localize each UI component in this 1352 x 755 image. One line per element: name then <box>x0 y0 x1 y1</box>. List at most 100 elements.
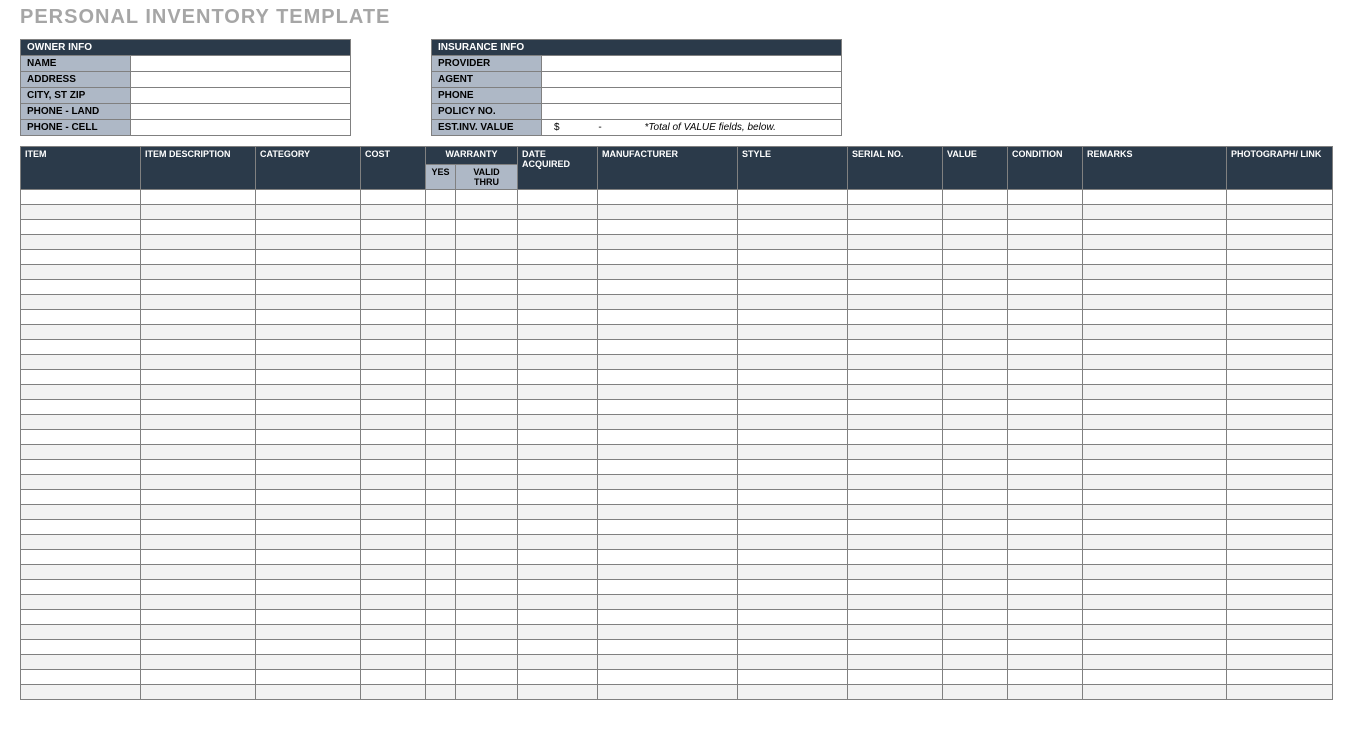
cell-w_yes[interactable] <box>426 190 456 205</box>
cell-remarks[interactable] <box>1083 445 1227 460</box>
cell-mfr[interactable] <box>598 580 738 595</box>
cell-w_thru[interactable] <box>456 265 518 280</box>
cell-mfr[interactable] <box>598 250 738 265</box>
cell-style[interactable] <box>738 640 848 655</box>
cell-remarks[interactable] <box>1083 685 1227 700</box>
cell-item[interactable] <box>21 490 141 505</box>
cell-date[interactable] <box>518 520 598 535</box>
cell-value[interactable] <box>943 565 1008 580</box>
cell-category[interactable] <box>256 625 361 640</box>
cell-date[interactable] <box>518 610 598 625</box>
cell-w_yes[interactable] <box>426 490 456 505</box>
cell-item[interactable] <box>21 550 141 565</box>
cell-photo[interactable] <box>1227 190 1333 205</box>
cell-photo[interactable] <box>1227 475 1333 490</box>
cell-style[interactable] <box>738 235 848 250</box>
cell-item[interactable] <box>21 520 141 535</box>
cell-cost[interactable] <box>361 385 426 400</box>
cell-desc[interactable] <box>141 370 256 385</box>
cell-desc[interactable] <box>141 400 256 415</box>
cell-serial[interactable] <box>848 565 943 580</box>
cell-photo[interactable] <box>1227 295 1333 310</box>
cell-cost[interactable] <box>361 280 426 295</box>
cell-item[interactable] <box>21 400 141 415</box>
cell-condition[interactable] <box>1008 550 1083 565</box>
cell-photo[interactable] <box>1227 430 1333 445</box>
cell-desc[interactable] <box>141 520 256 535</box>
cell-serial[interactable] <box>848 430 943 445</box>
cell-remarks[interactable] <box>1083 415 1227 430</box>
cell-category[interactable] <box>256 460 361 475</box>
cell-category[interactable] <box>256 595 361 610</box>
cell-photo[interactable] <box>1227 505 1333 520</box>
cell-date[interactable] <box>518 370 598 385</box>
cell-item[interactable] <box>21 595 141 610</box>
cell-mfr[interactable] <box>598 400 738 415</box>
cell-serial[interactable] <box>848 310 943 325</box>
cell-style[interactable] <box>738 685 848 700</box>
cell-w_yes[interactable] <box>426 610 456 625</box>
cell-w_yes[interactable] <box>426 400 456 415</box>
owner-value-input[interactable] <box>131 120 351 136</box>
insurance-value-input[interactable] <box>542 88 842 104</box>
cell-desc[interactable] <box>141 205 256 220</box>
cell-value[interactable] <box>943 190 1008 205</box>
cell-desc[interactable] <box>141 310 256 325</box>
cell-style[interactable] <box>738 505 848 520</box>
cell-value[interactable] <box>943 640 1008 655</box>
cell-w_thru[interactable] <box>456 325 518 340</box>
cell-style[interactable] <box>738 595 848 610</box>
cell-item[interactable] <box>21 625 141 640</box>
cell-category[interactable] <box>256 205 361 220</box>
cell-style[interactable] <box>738 340 848 355</box>
cell-condition[interactable] <box>1008 640 1083 655</box>
cell-mfr[interactable] <box>598 550 738 565</box>
cell-cost[interactable] <box>361 685 426 700</box>
cell-w_thru[interactable] <box>456 280 518 295</box>
cell-date[interactable] <box>518 625 598 640</box>
cell-cost[interactable] <box>361 640 426 655</box>
cell-serial[interactable] <box>848 505 943 520</box>
cell-condition[interactable] <box>1008 220 1083 235</box>
cell-cost[interactable] <box>361 610 426 625</box>
cell-remarks[interactable] <box>1083 475 1227 490</box>
cell-serial[interactable] <box>848 445 943 460</box>
cell-value[interactable] <box>943 460 1008 475</box>
cell-style[interactable] <box>738 475 848 490</box>
cell-remarks[interactable] <box>1083 325 1227 340</box>
cell-desc[interactable] <box>141 415 256 430</box>
cell-w_thru[interactable] <box>456 475 518 490</box>
cell-style[interactable] <box>738 430 848 445</box>
cell-w_yes[interactable] <box>426 550 456 565</box>
cell-remarks[interactable] <box>1083 490 1227 505</box>
cell-item[interactable] <box>21 265 141 280</box>
cell-category[interactable] <box>256 685 361 700</box>
cell-w_thru[interactable] <box>456 610 518 625</box>
cell-date[interactable] <box>518 490 598 505</box>
cell-serial[interactable] <box>848 325 943 340</box>
cell-serial[interactable] <box>848 655 943 670</box>
cell-mfr[interactable] <box>598 475 738 490</box>
cell-date[interactable] <box>518 505 598 520</box>
cell-condition[interactable] <box>1008 535 1083 550</box>
cell-w_thru[interactable] <box>456 430 518 445</box>
cell-serial[interactable] <box>848 265 943 280</box>
cell-cost[interactable] <box>361 595 426 610</box>
cell-serial[interactable] <box>848 535 943 550</box>
cell-photo[interactable] <box>1227 265 1333 280</box>
cell-item[interactable] <box>21 580 141 595</box>
cell-condition[interactable] <box>1008 685 1083 700</box>
cell-style[interactable] <box>738 265 848 280</box>
cell-value[interactable] <box>943 550 1008 565</box>
cell-serial[interactable] <box>848 475 943 490</box>
cell-value[interactable] <box>943 430 1008 445</box>
cell-item[interactable] <box>21 460 141 475</box>
cell-mfr[interactable] <box>598 460 738 475</box>
cell-cost[interactable] <box>361 235 426 250</box>
cell-photo[interactable] <box>1227 685 1333 700</box>
cell-category[interactable] <box>256 475 361 490</box>
cell-cost[interactable] <box>361 565 426 580</box>
cell-condition[interactable] <box>1008 460 1083 475</box>
cell-value[interactable] <box>943 445 1008 460</box>
cell-serial[interactable] <box>848 520 943 535</box>
